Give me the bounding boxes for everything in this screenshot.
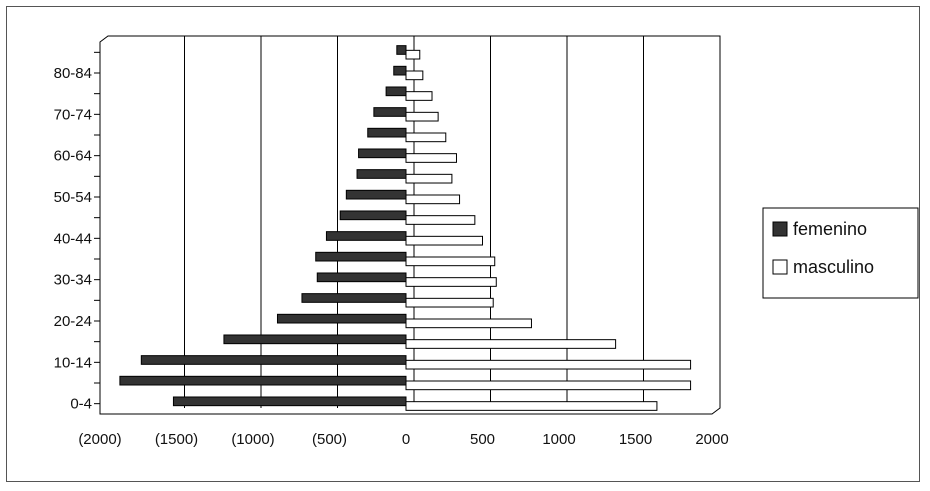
bar-femenino-55-59 (356, 169, 407, 179)
bar-masculino-0-4 (405, 401, 658, 411)
x-tick-label: (1500) (155, 431, 198, 448)
x-tick-label: 500 (470, 431, 495, 448)
bar-femenino-30-34 (316, 272, 407, 283)
bar-femenino-85+ (396, 45, 407, 55)
x-tick-label: (2000) (78, 431, 121, 448)
bar-femenino-75-79 (385, 86, 407, 97)
bar-masculino-50-54 (405, 194, 461, 205)
bar-femenino-15-19 (223, 334, 407, 345)
y-tick-label: 50-54 (54, 189, 92, 206)
bar-masculino-45-49 (405, 215, 476, 225)
bar-femenino-20-24 (276, 313, 407, 324)
bar-masculino-40-44 (405, 235, 483, 246)
x-tick-label: (1000) (231, 431, 274, 448)
legend-label-femenino: femenino (793, 219, 867, 239)
legend-swatch-masculino (772, 259, 788, 275)
y-tick-label: 20-24 (54, 313, 92, 330)
bar-femenino-80-84 (393, 65, 407, 76)
bar-masculino-5-9 (405, 380, 692, 391)
bar-femenino-60-64 (358, 148, 407, 159)
legend-label-masculino: masculino (793, 257, 874, 277)
legend-swatch-femenino (772, 221, 788, 237)
bar-femenino-70-74 (373, 107, 407, 117)
y-tick-label: 10-14 (54, 354, 92, 371)
x-tick-label: 1500 (619, 431, 652, 448)
bar-masculino-20-24 (405, 318, 532, 329)
x-tick-label: 1000 (542, 431, 575, 448)
bar-masculino-85+ (405, 49, 421, 60)
bar-masculino-75-79 (405, 91, 433, 101)
bar-femenino-25-29 (301, 293, 407, 303)
bar-femenino-50-54 (345, 189, 407, 200)
bar-masculino-60-64 (405, 153, 457, 163)
bar-femenino-45-49 (339, 210, 407, 221)
y-tick-label: 80-84 (54, 65, 92, 82)
bar-masculino-65-69 (405, 132, 447, 143)
bar-femenino-40-44 (325, 231, 407, 241)
y-tick-label: 60-64 (54, 148, 92, 165)
bar-masculino-70-74 (405, 111, 439, 122)
bar-femenino-65-69 (367, 127, 407, 138)
bar-masculino-35-39 (405, 256, 496, 267)
y-tick-label: 40-44 (54, 230, 92, 247)
x-tick-label: 0 (402, 431, 410, 448)
bar-masculino-10-14 (405, 359, 692, 370)
x-tick-label: 2000 (695, 431, 728, 448)
y-tick-label: 70-74 (54, 106, 92, 123)
bar-femenino-35-39 (315, 251, 407, 262)
bar-masculino-25-29 (405, 297, 494, 308)
bar-masculino-55-59 (405, 173, 453, 184)
legend-box (762, 207, 919, 299)
bar-masculino-30-34 (405, 277, 497, 287)
bar-masculino-80-84 (405, 70, 424, 81)
y-tick-label: 30-34 (54, 272, 92, 289)
bar-femenino-10-14 (140, 355, 407, 365)
x-tick-label: (500) (312, 431, 347, 448)
bar-masculino-15-19 (405, 339, 617, 349)
y-tick-label: 0-4 (70, 396, 92, 413)
bar-femenino-5-9 (119, 375, 407, 386)
bar-femenino-0-4 (172, 396, 407, 407)
